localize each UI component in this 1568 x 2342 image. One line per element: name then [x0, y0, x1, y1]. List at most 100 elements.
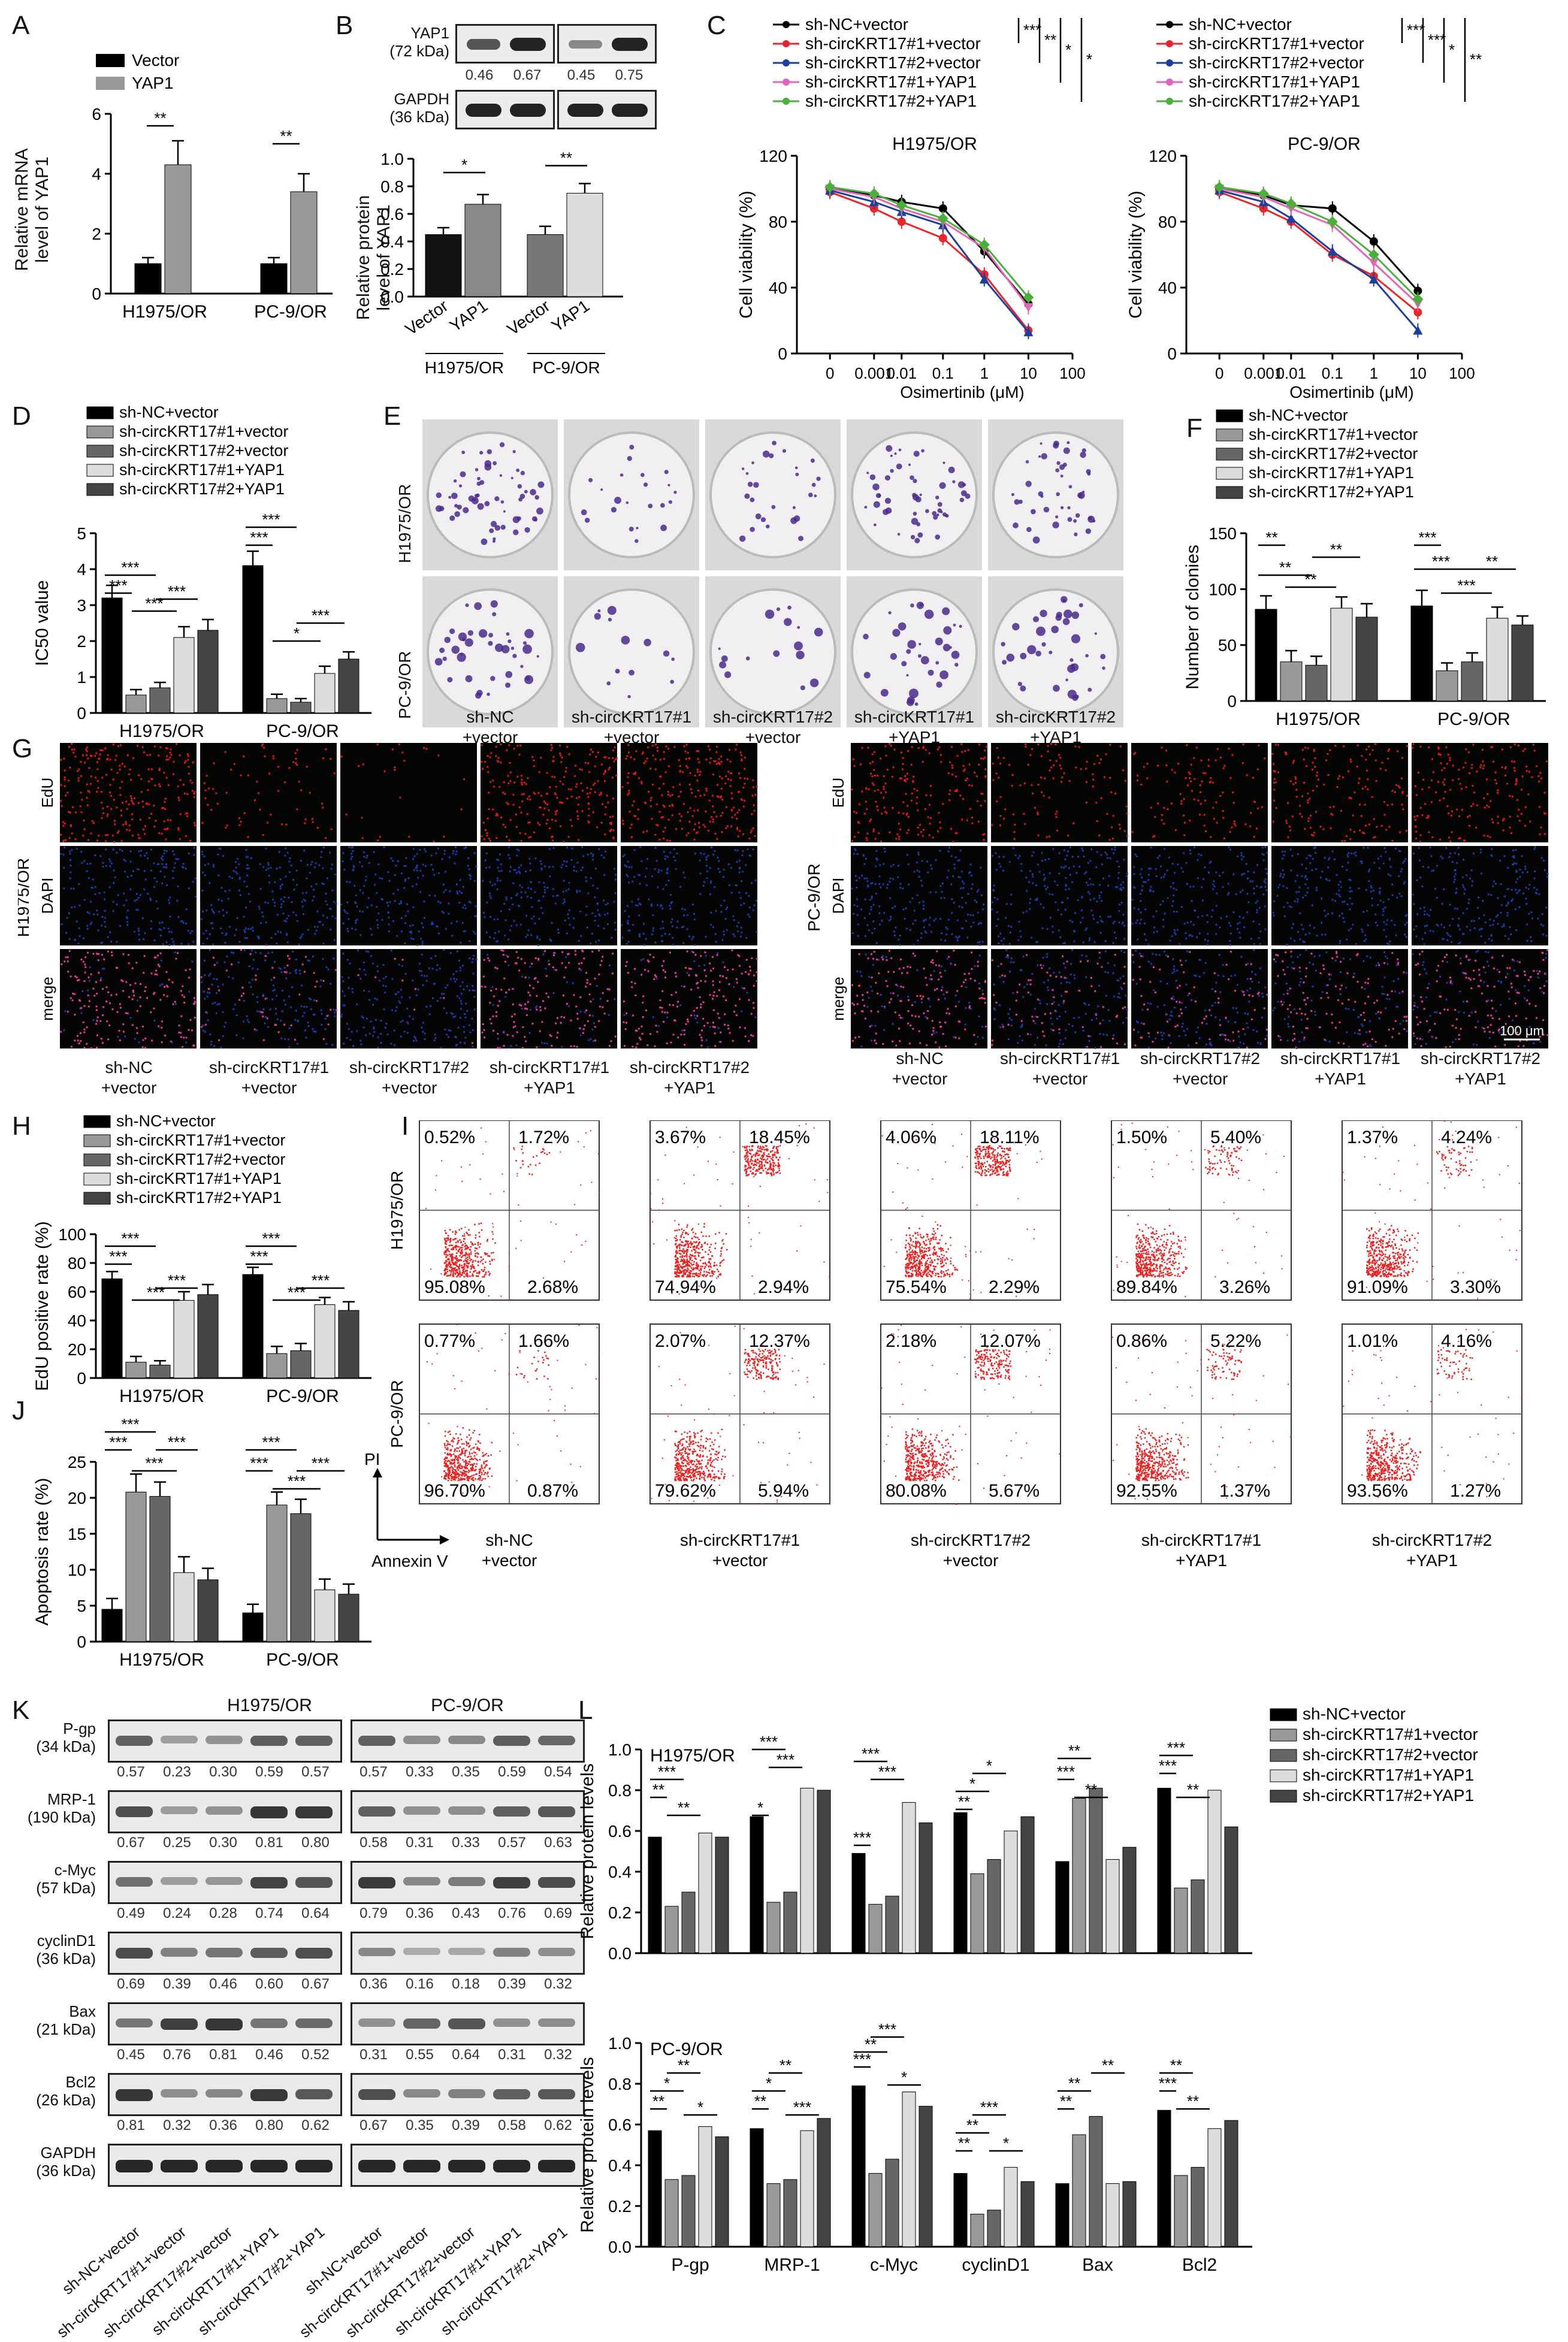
cell-dot [748, 974, 750, 975]
cell-dot [699, 893, 701, 895]
cell-dot [412, 859, 414, 860]
cell-dot [669, 908, 671, 909]
cell-dot [598, 974, 600, 975]
cell-dot [218, 911, 220, 912]
cell-dot [1460, 783, 1461, 785]
cell-dot [252, 930, 254, 932]
cell-dot [605, 806, 606, 808]
cell-dot [739, 965, 741, 967]
cell-dot [1316, 772, 1318, 773]
cell-dot [658, 869, 660, 871]
panel-c-right-xtick-label: 1 [1370, 364, 1378, 382]
cell-dot [80, 1012, 82, 1014]
cell-dot [132, 1025, 134, 1026]
cell-dot [521, 892, 522, 893]
cell-dot [568, 836, 570, 838]
colony [872, 483, 880, 491]
cell-dot [101, 1038, 102, 1039]
cell-dot [531, 963, 533, 965]
cell-dot [627, 875, 629, 877]
cell-dot [609, 767, 611, 769]
cell-dot [1157, 764, 1159, 766]
cell-dot [89, 966, 91, 968]
cell-dot [1037, 814, 1038, 815]
cell-dot [718, 1017, 720, 1019]
colony [890, 455, 893, 457]
cell-dot [935, 918, 936, 920]
cell-dot [1273, 800, 1275, 802]
cell-dot [724, 1024, 726, 1026]
cell-dot [656, 978, 658, 980]
cell-dot [1205, 830, 1207, 832]
cell-dot [434, 1037, 436, 1039]
cell-dot [147, 789, 149, 791]
colony [914, 538, 920, 543]
cell-dot [489, 936, 491, 938]
cell-dot [621, 786, 623, 788]
cell-dot [150, 920, 152, 922]
cell-dot [336, 1010, 337, 1011]
cell-dot [1198, 800, 1200, 802]
cell-dot [889, 832, 890, 833]
cell-dot [564, 899, 566, 900]
cell-dot [163, 772, 165, 773]
cell-dot [1121, 902, 1123, 903]
cell-dot [191, 782, 193, 784]
cell-dot [271, 891, 273, 893]
cell-dot [418, 930, 420, 932]
cell-dot [1276, 807, 1277, 809]
cell-dot [930, 817, 932, 819]
colony [488, 633, 493, 637]
colony [938, 502, 942, 507]
cell-dot [194, 822, 195, 824]
panel-c-legend-right-marker [1166, 21, 1173, 28]
cell-dot [1114, 932, 1116, 933]
cell-dot [546, 819, 548, 821]
colony [765, 609, 774, 618]
colony [943, 643, 951, 651]
cell-dot [533, 792, 535, 794]
cell-dot [166, 884, 168, 886]
cell-dot [694, 1014, 696, 1016]
cell-dot [82, 754, 84, 756]
cell-dot [509, 857, 510, 859]
cell-dot [590, 877, 592, 879]
cell-dot [388, 905, 389, 906]
cell-dot [487, 954, 488, 956]
cell-dot [1122, 914, 1124, 915]
cell-dot [316, 1000, 318, 1002]
cell-dot [165, 863, 167, 865]
cell-dot [737, 930, 739, 932]
cell-dot [456, 891, 458, 893]
cell-dot [65, 794, 67, 796]
colony [1025, 481, 1031, 486]
cell-dot [920, 937, 922, 939]
cell-dot [1333, 806, 1334, 808]
cell-dot [884, 745, 886, 747]
cell-dot [80, 1007, 82, 1009]
cell-dot [285, 920, 287, 922]
cell-dot [597, 909, 599, 911]
cell-dot [325, 1043, 327, 1045]
cell-dot [286, 934, 288, 936]
cell-dot [718, 989, 720, 991]
cell-dot [616, 757, 618, 759]
cell-dot [101, 924, 102, 926]
cell-dot [172, 870, 174, 872]
cell-dot [870, 909, 872, 911]
cell-dot [527, 813, 528, 815]
cell-dot [638, 915, 640, 917]
cell-dot [1527, 793, 1529, 795]
cell-dot [271, 999, 273, 1001]
cell-dot [280, 906, 282, 908]
cell-dot [192, 790, 194, 791]
cell-dot [359, 889, 361, 891]
cell-dot [419, 970, 421, 972]
cell-dot [134, 900, 135, 902]
cell-dot [244, 937, 246, 939]
cell-dot [947, 870, 949, 872]
cell-dot [213, 763, 215, 764]
cell-dot [168, 784, 170, 786]
cell-dot [182, 986, 183, 987]
